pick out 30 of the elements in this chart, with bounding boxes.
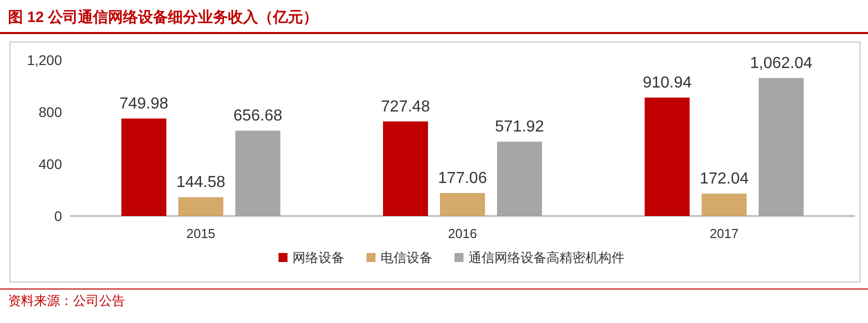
- bar: [121, 118, 166, 216]
- legend-label: 电信设备: [380, 250, 432, 265]
- y-tick-label: 400: [38, 156, 62, 172]
- bar: [178, 197, 224, 216]
- data-label: 1,062.04: [750, 54, 812, 72]
- y-tick-label: 800: [38, 104, 62, 120]
- x-tick-label: 2017: [710, 226, 739, 241]
- text: 资料来源：公司公告: [8, 293, 125, 308]
- bar: [702, 194, 747, 216]
- bar: [758, 78, 804, 216]
- data-label: 144.58: [176, 174, 226, 192]
- y-tick-label: 0: [54, 208, 62, 224]
- data-label: 910.94: [642, 74, 692, 92]
- x-tick-label: 2016: [448, 226, 477, 241]
- data-label: 177.06: [438, 170, 488, 187]
- chart-title: 图 12 公司通信网络设备细分业务收入（亿元）: [8, 9, 318, 26]
- data-label: 571.92: [495, 118, 544, 136]
- bar: [383, 121, 428, 216]
- data-label: 749.98: [119, 96, 168, 113]
- legend-label: 通信网络设备高精密机构件: [468, 250, 624, 265]
- bar: [644, 98, 690, 216]
- data-label: 656.68: [233, 108, 282, 125]
- y-tick-label: 1,200: [26, 52, 62, 68]
- legend-label: 网络设备: [292, 250, 344, 265]
- bar: [235, 130, 280, 216]
- x-tick-label: 2015: [186, 226, 216, 241]
- data-label: 727.48: [381, 98, 430, 116]
- bar: [440, 192, 485, 216]
- data-label: 172.04: [700, 170, 749, 188]
- bar: [497, 142, 542, 216]
